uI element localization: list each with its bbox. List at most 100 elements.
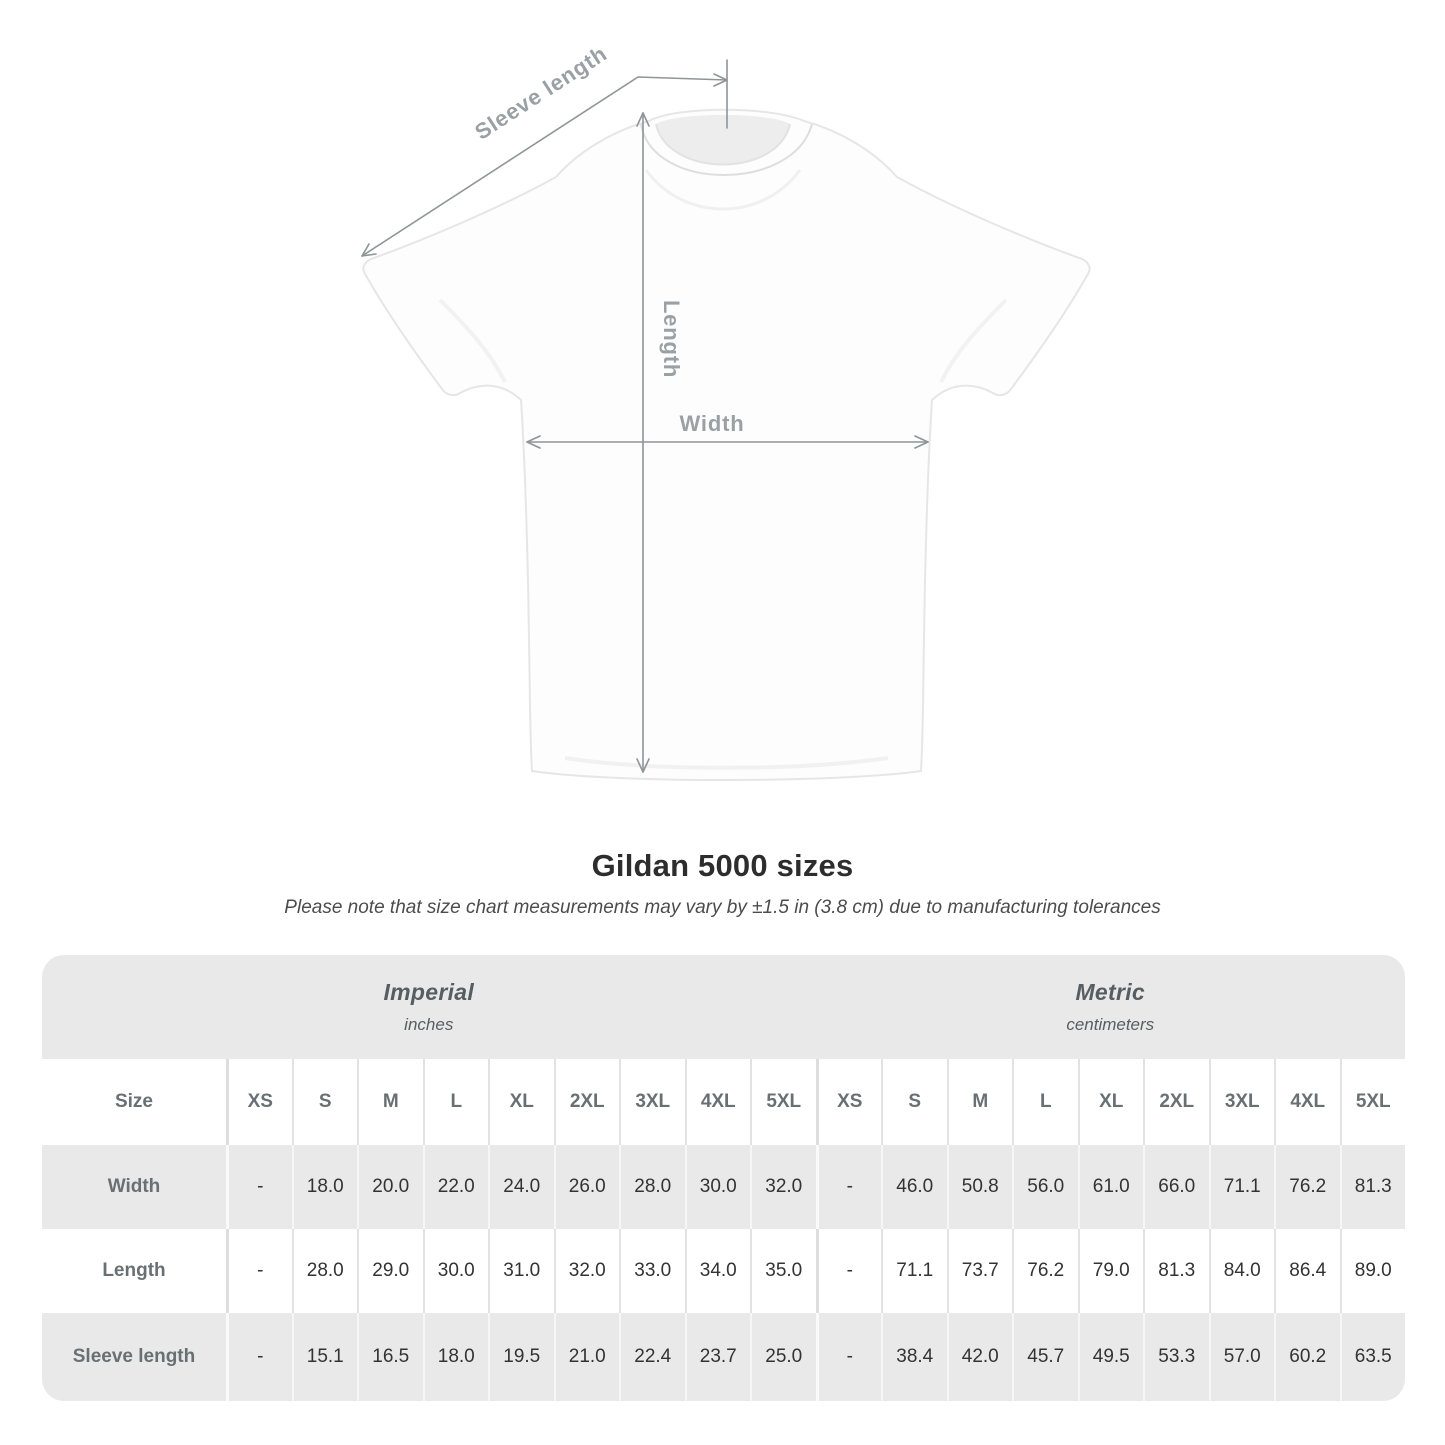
data-cell: 50.8 bbox=[946, 1145, 1013, 1229]
data-cell: 73.7 bbox=[946, 1229, 1013, 1313]
data-cell: 76.2 bbox=[1012, 1229, 1078, 1313]
data-cell: 84.0 bbox=[1208, 1229, 1275, 1313]
data-cell: 79.0 bbox=[1077, 1229, 1144, 1313]
size-header-cell: XL bbox=[1077, 1059, 1144, 1145]
imperial-title: Imperial bbox=[383, 979, 475, 1005]
data-cell: 53.3 bbox=[1143, 1313, 1209, 1401]
data-cell: - bbox=[815, 1229, 882, 1313]
data-cell: 86.4 bbox=[1274, 1229, 1340, 1313]
length-label: Length bbox=[659, 300, 684, 378]
title-block: Gildan 5000 sizes Please note that size … bbox=[0, 848, 1445, 919]
data-cell: 57.0 bbox=[1208, 1313, 1275, 1401]
imperial-band: Imperial inches bbox=[42, 955, 816, 1059]
size-header-cell: 4XL bbox=[684, 1059, 751, 1145]
size-header-cell: S bbox=[881, 1059, 947, 1145]
data-cell: 46.0 bbox=[881, 1145, 947, 1229]
data-cell: 81.3 bbox=[1143, 1229, 1209, 1313]
data-cell: 21.0 bbox=[553, 1313, 620, 1401]
width-label: Width bbox=[680, 411, 745, 436]
data-cell: 60.2 bbox=[1274, 1313, 1340, 1401]
size-header-cell: 3XL bbox=[1208, 1059, 1275, 1145]
size-table: Imperial inches Metric centimeters Size … bbox=[42, 955, 1405, 1401]
data-cell: 26.0 bbox=[553, 1145, 620, 1229]
data-cell: 42.0 bbox=[946, 1313, 1013, 1401]
data-cell: 22.4 bbox=[619, 1313, 685, 1401]
data-cell: 16.5 bbox=[357, 1313, 423, 1401]
data-cell: 63.5 bbox=[1339, 1313, 1406, 1401]
data-cell: 32.0 bbox=[750, 1145, 816, 1229]
size-header-cell: 4XL bbox=[1274, 1059, 1340, 1145]
data-cell: 81.3 bbox=[1339, 1145, 1406, 1229]
unit-band: Imperial inches Metric centimeters bbox=[42, 955, 1405, 1059]
data-cell: 28.0 bbox=[619, 1145, 685, 1229]
data-cell: 30.0 bbox=[684, 1145, 751, 1229]
data-cell: 61.0 bbox=[1077, 1145, 1144, 1229]
data-cell: 20.0 bbox=[357, 1145, 423, 1229]
data-cell: - bbox=[226, 1145, 292, 1229]
data-cell: 89.0 bbox=[1339, 1229, 1406, 1313]
size-header-cell: S bbox=[291, 1059, 358, 1145]
data-cell: 24.0 bbox=[488, 1145, 554, 1229]
size-header-cell: XS bbox=[226, 1059, 292, 1145]
size-header-row: Size XS S M L XL 2XL 3XL 4XL 5XL XS S M … bbox=[42, 1059, 1405, 1145]
sleeve-length-label: Sleeve length bbox=[470, 41, 611, 145]
data-cell: 71.1 bbox=[1208, 1145, 1275, 1229]
data-cell: 28.0 bbox=[291, 1229, 358, 1313]
tshirt-graphic bbox=[362, 108, 1091, 781]
metric-unit: centimeters bbox=[1066, 1015, 1155, 1034]
data-cell: 32.0 bbox=[553, 1229, 620, 1313]
metric-title: Metric bbox=[1075, 979, 1146, 1005]
imperial-unit: inches bbox=[404, 1015, 454, 1034]
page-title: Gildan 5000 sizes bbox=[591, 848, 854, 883]
data-cell: 76.2 bbox=[1274, 1145, 1340, 1229]
size-header-cell: M bbox=[946, 1059, 1013, 1145]
data-cell: 56.0 bbox=[1012, 1145, 1078, 1229]
size-header-cell: 2XL bbox=[1143, 1059, 1209, 1145]
data-cell: 71.1 bbox=[881, 1229, 947, 1313]
data-cell: 38.4 bbox=[881, 1313, 947, 1401]
data-cell: 18.0 bbox=[291, 1145, 358, 1229]
data-cell: 66.0 bbox=[1143, 1145, 1209, 1229]
data-cell: 49.5 bbox=[1077, 1313, 1144, 1401]
table-row-length: Length - 28.0 29.0 30.0 31.0 32.0 33.0 3… bbox=[42, 1229, 1405, 1313]
data-cell: 45.7 bbox=[1012, 1313, 1078, 1401]
metric-band: Metric centimeters bbox=[816, 955, 1406, 1059]
size-header-cell: 2XL bbox=[553, 1059, 620, 1145]
data-cell: - bbox=[226, 1313, 292, 1401]
data-cell: 30.0 bbox=[422, 1229, 489, 1313]
data-cell: 25.0 bbox=[750, 1313, 816, 1401]
size-header-cell: M bbox=[357, 1059, 423, 1145]
data-cell: - bbox=[226, 1229, 292, 1313]
data-cell: 19.5 bbox=[488, 1313, 554, 1401]
data-cell: 23.7 bbox=[684, 1313, 751, 1401]
data-cell: 34.0 bbox=[684, 1229, 751, 1313]
data-cell: - bbox=[815, 1145, 882, 1229]
row-label: Length bbox=[102, 1260, 166, 1281]
row-label: Sleeve length bbox=[72, 1346, 196, 1367]
data-cell: 29.0 bbox=[357, 1229, 423, 1313]
size-header-cell: L bbox=[1012, 1059, 1078, 1145]
size-header-cell: 3XL bbox=[619, 1059, 685, 1145]
size-header-cell: L bbox=[422, 1059, 489, 1145]
tshirt-diagram: Sleeve length Length Width bbox=[361, 41, 1091, 781]
data-cell: 35.0 bbox=[750, 1229, 816, 1313]
table-row-width: Width - 18.0 20.0 22.0 24.0 26.0 28.0 30… bbox=[42, 1145, 1405, 1229]
table-row-sleeve-length: Sleeve length - 15.1 16.5 18.0 19.5 21.0… bbox=[42, 1313, 1405, 1401]
data-cell: 22.0 bbox=[422, 1145, 489, 1229]
size-header-cell: XS bbox=[815, 1059, 882, 1145]
size-header-cell: 5XL bbox=[1339, 1059, 1406, 1145]
width-arrow bbox=[526, 435, 929, 449]
sleeve-length-arrow bbox=[361, 59, 728, 257]
data-cell: 31.0 bbox=[488, 1229, 554, 1313]
size-header-cell: 5XL bbox=[750, 1059, 816, 1145]
data-cell: - bbox=[815, 1313, 882, 1401]
data-cell: 33.0 bbox=[619, 1229, 685, 1313]
size-column-header: Size bbox=[114, 1091, 154, 1112]
row-label: Width bbox=[107, 1176, 161, 1197]
size-header-cell: XL bbox=[488, 1059, 554, 1145]
data-cell: 18.0 bbox=[422, 1313, 489, 1401]
tolerance-note: Please note that size chart measurements… bbox=[284, 897, 1161, 918]
data-cell: 15.1 bbox=[291, 1313, 358, 1401]
collar bbox=[640, 115, 813, 211]
